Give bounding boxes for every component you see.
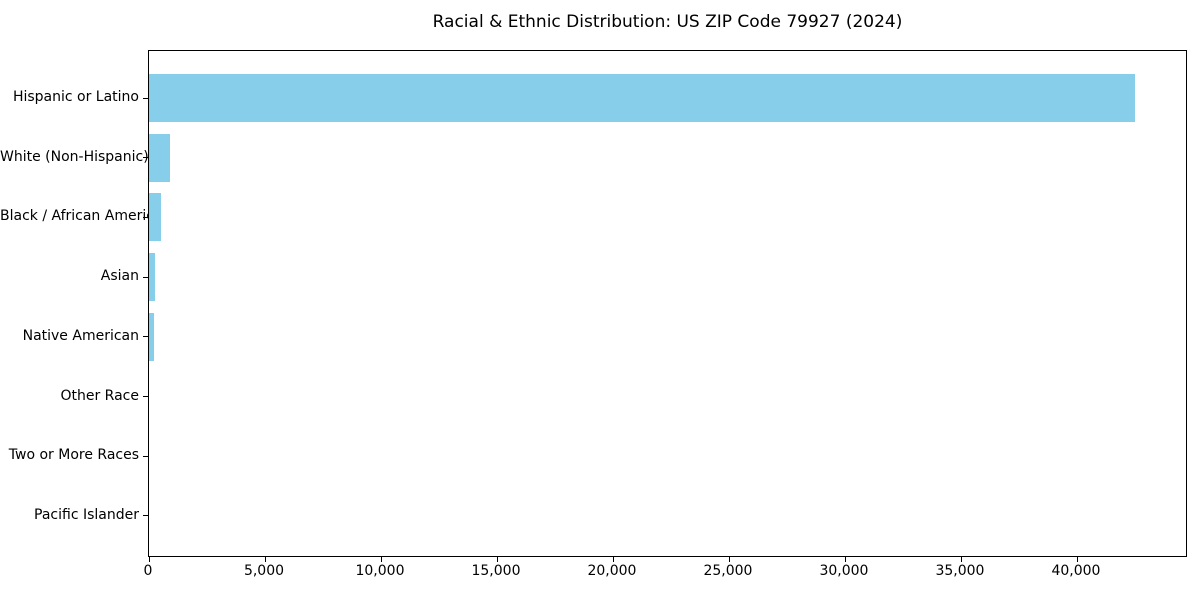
x-tick-mark bbox=[380, 557, 382, 562]
x-tick-label: 30,000 bbox=[819, 563, 869, 579]
bar bbox=[149, 193, 162, 242]
x-tick-mark bbox=[844, 557, 846, 562]
x-tick-label: 20,000 bbox=[587, 563, 637, 579]
x-tick-mark bbox=[496, 557, 498, 562]
y-tick-mark bbox=[143, 157, 148, 159]
y-tick-label: Black / African American bbox=[0, 208, 172, 225]
x-tick-label: 35,000 bbox=[935, 563, 985, 579]
y-tick-label: Asian bbox=[100, 268, 139, 285]
y-tick-label: Native American bbox=[22, 327, 139, 344]
x-tick-mark bbox=[960, 557, 962, 562]
x-tick-mark bbox=[612, 557, 614, 562]
bar bbox=[149, 133, 170, 182]
y-tick-mark bbox=[143, 276, 148, 278]
y-tick-label: Two or More Races bbox=[8, 447, 139, 464]
y-tick-label: White (Non-Hispanic) bbox=[0, 148, 149, 165]
bar bbox=[149, 312, 154, 361]
x-tick-label: 0 bbox=[143, 563, 153, 579]
y-tick-mark bbox=[143, 216, 148, 218]
bar bbox=[149, 74, 1135, 122]
y-tick-label: Other Race bbox=[60, 387, 139, 404]
x-tick-mark bbox=[264, 557, 266, 562]
chart-title: Racial & Ethnic Distribution: US ZIP Cod… bbox=[432, 12, 903, 32]
y-tick-mark bbox=[143, 455, 148, 457]
x-axis: 0 5,000 10,000 15,000 20,000 25,000 30,000 35,0… bbox=[144, 563, 1187, 585]
x-tick-label: 10,000 bbox=[355, 563, 405, 579]
x-tick-mark bbox=[728, 557, 730, 562]
y-tick-label: Hispanic or Latino bbox=[12, 89, 139, 105]
y-tick-mark bbox=[143, 336, 148, 338]
bar bbox=[149, 253, 156, 302]
x-tick-mark bbox=[149, 557, 150, 562]
y-tick-mark bbox=[143, 515, 148, 517]
x-tick-label: 15,000 bbox=[471, 563, 521, 579]
x-tick-label: 25,000 bbox=[703, 563, 753, 579]
y-axis-labels: Hispanic or Latino White (Non-Hispanic) Bl… bbox=[0, 50, 172, 557]
x-tick-mark bbox=[1076, 557, 1078, 562]
y-tick-mark bbox=[143, 396, 148, 397]
x-tick-label: 5,000 bbox=[243, 563, 285, 579]
x-tick-label: 40,000 bbox=[1051, 563, 1101, 579]
y-tick-mark bbox=[143, 97, 148, 99]
y-tick-label: Pacific Islander bbox=[34, 506, 139, 523]
plot-area bbox=[143, 50, 1187, 562]
